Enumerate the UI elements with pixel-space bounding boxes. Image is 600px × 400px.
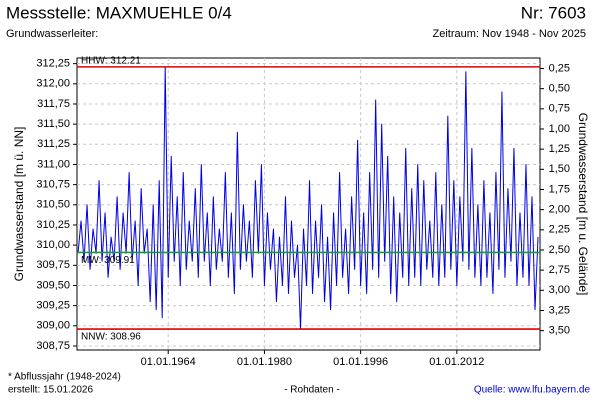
- y2-tick-label: 1,75: [549, 183, 570, 195]
- y2-axis-label: Grundwasserstand [m u. Gelände]: [576, 113, 590, 296]
- source-link[interactable]: Quelle: www.lfu.bayern.de: [474, 385, 591, 396]
- data-note: - Rohdaten -: [284, 385, 340, 396]
- x-tick-label: 01.01.1980: [237, 356, 292, 368]
- y-axis-label: Grundwasserstand [m ü. NN]: [12, 127, 26, 282]
- y-tick-label: 308,75: [36, 340, 70, 352]
- y-tick-label: 311,75: [37, 98, 70, 110]
- reference-label: MW: 309.91: [81, 255, 135, 266]
- y-tick-label: 311,50: [37, 118, 70, 130]
- y2-tick-label: 2,25: [549, 224, 570, 236]
- subtitle: Grundwasserleiter:: [6, 28, 98, 40]
- y2-tick-label: 0,75: [549, 103, 570, 115]
- y-tick-label: 310,25: [36, 219, 70, 231]
- y-tick-label: 310,00: [36, 239, 70, 251]
- footnote: * Abflussjahr (1948-2024): [8, 372, 121, 383]
- chart-title: Messstelle: MAXMUEHLE 0/4: [6, 3, 232, 22]
- reference-label: NNW: 308.96: [81, 332, 141, 343]
- y2-tick-label: 3,00: [549, 284, 570, 296]
- y-tick-label: 309,00: [36, 320, 70, 332]
- y2-tick-label: 1,50: [549, 163, 570, 175]
- y-tick-label: 312,25: [36, 58, 70, 70]
- y-tick-label: 309,25: [36, 300, 70, 312]
- y-tick-label: 309,75: [36, 259, 70, 271]
- y2-tick-label: 1,25: [549, 143, 570, 155]
- y2-tick-label: 2,50: [549, 244, 570, 256]
- y2-tick-label: 1,00: [549, 123, 570, 135]
- y2-tick-label: 2,75: [549, 264, 570, 276]
- x-tick-label: 01.01.2012: [429, 356, 484, 368]
- y2-tick-label: 0,25: [549, 62, 570, 74]
- series-line: [77, 66, 539, 330]
- created-date: erstellt: 15.01.2026: [8, 385, 93, 396]
- y-tick-label: 311,25: [37, 138, 70, 150]
- reference-label: HHW: 312.21: [81, 56, 141, 67]
- y-tick-label: 312,00: [36, 78, 70, 90]
- x-tick-label: 01.01.1996: [333, 356, 388, 368]
- y-tick-label: 310,75: [36, 179, 70, 191]
- y-tick-label: 310,50: [36, 199, 70, 211]
- period: Zeitraum: Nov 1948 - Nov 2025: [433, 28, 586, 40]
- y-tick-label: 311,00: [37, 158, 70, 170]
- y2-tick-label: 3,50: [549, 325, 570, 337]
- y2-tick-label: 2,00: [549, 204, 570, 216]
- y2-tick-label: 0,50: [549, 83, 570, 95]
- y2-tick-label: 3,25: [549, 304, 570, 316]
- y-tick-label: 309,50: [36, 279, 70, 291]
- station-number: Nr: 7603: [521, 3, 586, 22]
- x-tick-label: 01.01.1964: [141, 356, 196, 368]
